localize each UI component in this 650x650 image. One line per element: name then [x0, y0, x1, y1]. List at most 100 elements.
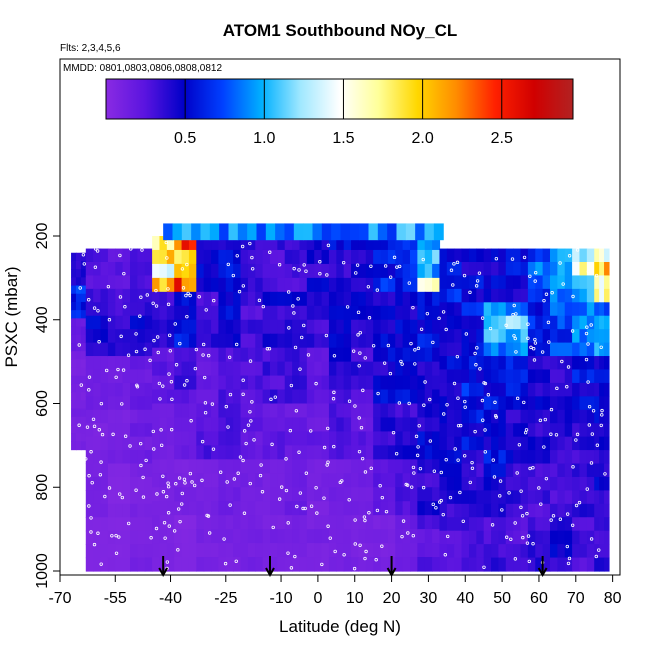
- sample-point: [201, 353, 205, 357]
- sample-point: [151, 429, 156, 434]
- heatmap-cell: [586, 423, 595, 438]
- heatmap-cell: [225, 291, 234, 307]
- heatmap-cell: [277, 305, 286, 321]
- heatmap-cell: [75, 326, 82, 336]
- heatmap-cell: [439, 342, 448, 357]
- heatmap-cell: [599, 356, 605, 371]
- heatmap-cell: [535, 248, 544, 263]
- sample-point: [89, 516, 93, 520]
- heatmap-cell: [270, 361, 278, 377]
- heatmap-cell: [100, 463, 109, 478]
- heatmap-cell: [557, 436, 566, 451]
- sample-point: [542, 298, 546, 303]
- heatmap-cell: [380, 277, 389, 293]
- heatmap-cell: [417, 515, 426, 530]
- heatmap-cell: [351, 249, 360, 265]
- heatmap-cell: [599, 275, 605, 290]
- sample-point: [118, 492, 122, 496]
- heatmap-cell: [159, 431, 168, 446]
- heatmap-cell: [284, 543, 293, 558]
- heatmap-cell: [380, 431, 389, 446]
- heatmap-cell: [498, 329, 507, 344]
- heatmap-cell: [604, 369, 610, 384]
- heatmap-cell: [483, 302, 492, 317]
- heatmap-cell: [299, 543, 308, 558]
- sample-point: [455, 354, 460, 359]
- heatmap-cell: [174, 417, 183, 433]
- heatmap-cell: [174, 431, 183, 446]
- heatmap-cell: [527, 315, 536, 330]
- heatmap-cell: [520, 342, 529, 357]
- heatmap-cell: [321, 543, 330, 558]
- heatmap-cell: [542, 329, 551, 344]
- sample-point: [286, 521, 290, 525]
- heatmap-cell: [75, 433, 82, 442]
- heatmap-cell: [535, 342, 544, 357]
- heatmap-cell: [520, 369, 529, 384]
- heatmap-cell: [424, 557, 433, 572]
- heatmap-cell: [85, 288, 94, 303]
- heatmap-cell: [343, 277, 352, 293]
- heatmap-cell: [80, 301, 87, 311]
- heatmap-cell: [402, 249, 411, 265]
- sample-point: [158, 397, 162, 401]
- heatmap-cell: [572, 275, 581, 290]
- sample-point: [192, 483, 197, 488]
- heatmap-cell: [247, 543, 256, 558]
- heatmap-cell: [380, 557, 389, 572]
- heatmap-cell: [604, 517, 610, 532]
- heatmap-cell: [85, 450, 94, 465]
- heatmap-cell: [196, 333, 205, 349]
- heatmap-cell: [476, 315, 485, 330]
- heatmap-cell: [159, 347, 168, 363]
- heatmap-cell: [152, 305, 161, 321]
- heatmap-cell: [233, 403, 242, 419]
- heatmap-cell: [203, 277, 212, 293]
- heatmap-cell: [599, 329, 605, 344]
- heatmap-cell: [240, 417, 249, 433]
- heatmap-cell: [550, 436, 558, 451]
- heatmap-cell: [454, 463, 463, 478]
- heatmap-cell: [395, 347, 404, 363]
- heatmap-cell: [599, 530, 605, 545]
- heatmap-cell: [255, 361, 264, 377]
- heatmap-cell: [196, 403, 205, 419]
- sample-point: [314, 486, 318, 490]
- heatmap-cell: [240, 319, 249, 335]
- heatmap-cell: [306, 291, 315, 307]
- sample-point: [161, 384, 165, 388]
- heatmap-cell: [527, 288, 536, 303]
- heatmap-cell: [550, 342, 558, 357]
- heatmap-cell: [218, 445, 227, 460]
- sample-point: [165, 560, 170, 564]
- heatmap-cell: [75, 285, 82, 295]
- heatmap-cell: [542, 544, 551, 559]
- heatmap-cell: [122, 463, 131, 478]
- heatmap-cell: [439, 369, 448, 384]
- sample-point: [359, 426, 364, 430]
- heatmap-cell: [115, 544, 124, 559]
- heatmap-cell: [572, 396, 581, 411]
- heatmap-cell: [395, 473, 404, 488]
- sample-point: [575, 432, 580, 437]
- heatmap-cell: [505, 248, 514, 263]
- heatmap-cell: [80, 359, 87, 369]
- heatmap-cell: [454, 396, 463, 411]
- heatmap-cell: [203, 473, 212, 488]
- heatmap-cell: [365, 543, 374, 558]
- sample-point: [246, 423, 251, 427]
- heatmap-cell: [505, 463, 514, 478]
- sample-point: [203, 411, 208, 415]
- heatmap-cell: [446, 396, 455, 411]
- heatmap-cell: [483, 248, 492, 263]
- sample-point: [474, 363, 478, 367]
- heatmap-cell: [181, 361, 190, 377]
- heatmap-cell: [196, 277, 205, 293]
- heatmap-cell: [292, 236, 301, 251]
- heatmap-cell: [535, 463, 544, 478]
- sample-point: [360, 456, 365, 461]
- heatmap-cell: [303, 223, 314, 241]
- heatmap-cell: [292, 459, 301, 474]
- sample-point: [168, 333, 172, 338]
- sample-point: [474, 284, 479, 288]
